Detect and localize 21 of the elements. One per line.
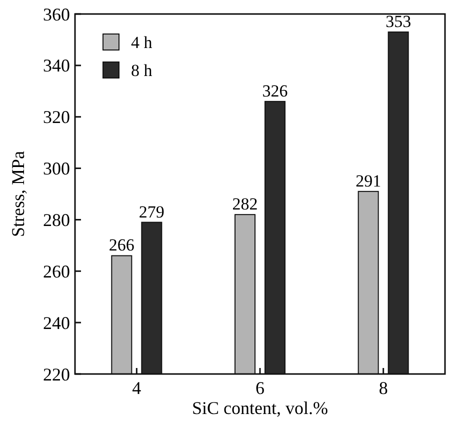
y-tick-label: 280 xyxy=(43,210,70,230)
y-tick-label: 240 xyxy=(43,312,70,333)
data-label: 291 xyxy=(356,171,382,190)
legend-label: 8 h xyxy=(131,60,153,80)
x-tick-label: 4 xyxy=(132,378,142,398)
data-label: 279 xyxy=(138,202,164,222)
legend-label: 4 h xyxy=(131,32,153,52)
data-label: 282 xyxy=(232,194,258,214)
data-label: 326 xyxy=(262,81,288,100)
x-tick-label: 6 xyxy=(256,378,264,398)
y-axis-title: Stress, MPa xyxy=(8,150,28,238)
data-label: 266 xyxy=(108,236,134,255)
data-label: 353 xyxy=(386,12,412,31)
y-tick-label: 340 xyxy=(43,56,70,76)
y-tick-label: 360 xyxy=(43,4,70,24)
y-tick-label: 220 xyxy=(43,364,70,384)
x-axis-title: SiC content, vol.% xyxy=(192,398,328,418)
x-tick-label: 8 xyxy=(378,378,388,398)
y-tick-label: 260 xyxy=(43,261,70,282)
y-tick-label: 320 xyxy=(43,107,70,128)
y-tick-label: 300 xyxy=(43,158,70,179)
